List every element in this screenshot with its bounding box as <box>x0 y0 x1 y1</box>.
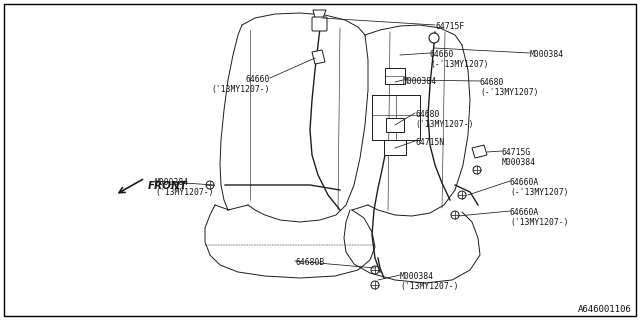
Circle shape <box>371 281 379 289</box>
Text: 64715N: 64715N <box>415 138 444 147</box>
Text: ('13MY1207-): ('13MY1207-) <box>155 188 214 197</box>
Circle shape <box>451 211 459 219</box>
Text: ('13MY1207-): ('13MY1207-) <box>211 85 270 94</box>
Text: 64715F: 64715F <box>435 22 464 31</box>
Text: 64680B: 64680B <box>295 258 324 267</box>
Text: 64660: 64660 <box>246 75 270 84</box>
Text: 64660A: 64660A <box>510 178 540 187</box>
Text: M000384: M000384 <box>155 178 189 187</box>
Text: ('13MY1207-): ('13MY1207-) <box>400 282 458 291</box>
Text: ('13MY1207-): ('13MY1207-) <box>510 218 568 227</box>
Text: M000384: M000384 <box>403 77 437 86</box>
Text: (-'13MY1207): (-'13MY1207) <box>480 88 538 97</box>
Text: (-'13MY1207): (-'13MY1207) <box>510 188 568 197</box>
Circle shape <box>473 166 481 174</box>
Circle shape <box>429 33 439 43</box>
Text: 64660: 64660 <box>430 50 454 59</box>
Text: M000384: M000384 <box>530 50 564 59</box>
FancyBboxPatch shape <box>312 17 327 31</box>
Text: A646001106: A646001106 <box>579 305 632 314</box>
Circle shape <box>371 266 379 274</box>
Text: 64680: 64680 <box>415 110 440 119</box>
Bar <box>386 118 404 132</box>
Circle shape <box>206 181 214 189</box>
Polygon shape <box>312 50 325 64</box>
Text: 64680: 64680 <box>480 78 504 87</box>
Bar <box>385 68 405 84</box>
Text: FRONT: FRONT <box>148 181 188 191</box>
Text: 64715G: 64715G <box>502 148 531 157</box>
Bar <box>384 140 406 155</box>
Text: ('13MY1207-): ('13MY1207-) <box>415 120 474 129</box>
Text: M000384: M000384 <box>400 272 434 281</box>
Text: M000384: M000384 <box>502 158 536 167</box>
Text: (-'13MY1207): (-'13MY1207) <box>430 60 488 69</box>
Polygon shape <box>472 145 487 158</box>
Polygon shape <box>313 10 326 18</box>
Text: 64660A: 64660A <box>510 208 540 217</box>
Circle shape <box>458 191 466 199</box>
